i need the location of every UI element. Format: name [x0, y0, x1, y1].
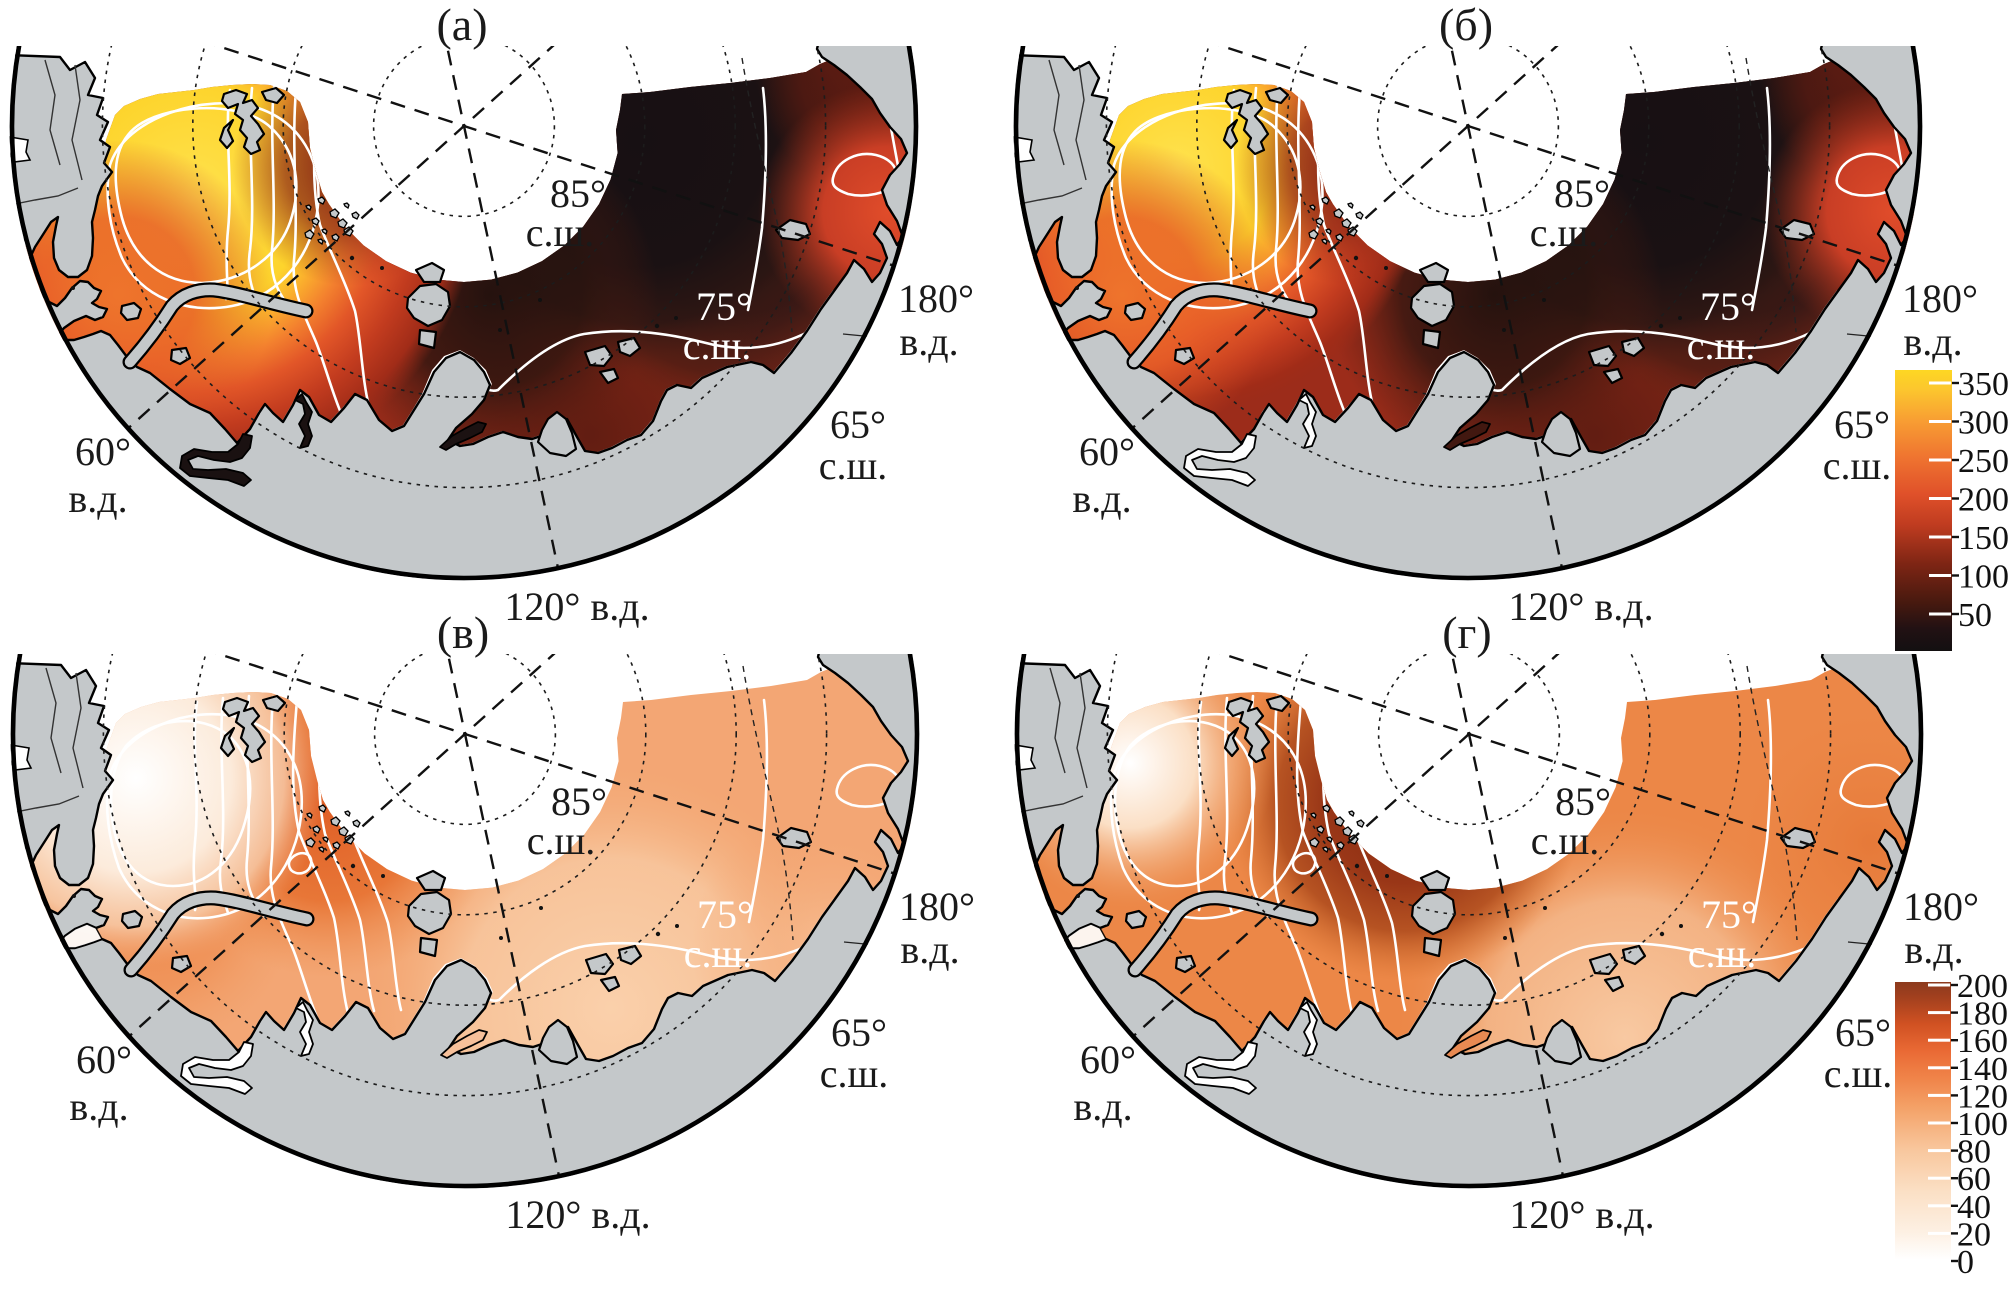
svg-text:100: 100	[1958, 559, 2009, 596]
svg-text:100: 100	[1957, 1106, 2008, 1143]
svg-text:75°: 75°	[1701, 892, 1757, 937]
svg-text:50: 50	[1958, 597, 1992, 634]
svg-text:60°: 60°	[1079, 429, 1135, 474]
svg-text:180: 180	[1957, 996, 2008, 1033]
svg-text:(а): (а)	[436, 0, 487, 50]
svg-text:120° в.д.: 120° в.д.	[504, 584, 649, 629]
svg-text:с.ш.: с.ш.	[683, 323, 752, 368]
svg-text:65°: 65°	[830, 402, 886, 447]
svg-text:в.д.: в.д.	[1904, 927, 1963, 972]
svg-text:0: 0	[1957, 1244, 1974, 1281]
svg-text:200: 200	[1957, 968, 2008, 1005]
svg-text:300: 300	[1958, 405, 2009, 442]
svg-text:160: 160	[1957, 1023, 2008, 1060]
svg-text:180°: 180°	[898, 276, 974, 321]
svg-text:75°: 75°	[696, 284, 752, 329]
svg-text:85°: 85°	[551, 779, 607, 824]
svg-text:с.ш.: с.ш.	[820, 1051, 889, 1096]
svg-text:60°: 60°	[1080, 1037, 1136, 1082]
svg-text:20: 20	[1957, 1216, 1991, 1253]
svg-text:85°: 85°	[550, 171, 606, 216]
svg-text:120° в.д.: 120° в.д.	[1508, 584, 1653, 629]
svg-text:80: 80	[1957, 1134, 1991, 1171]
svg-text:в.д.: в.д.	[899, 319, 958, 364]
svg-text:в.д.: в.д.	[900, 927, 959, 972]
svg-text:с.ш.: с.ш.	[526, 210, 595, 255]
svg-text:с.ш.: с.ш.	[1823, 443, 1892, 488]
svg-text:65°: 65°	[1834, 402, 1890, 447]
svg-text:75°: 75°	[697, 892, 753, 937]
svg-text:в.д.: в.д.	[1072, 476, 1131, 521]
svg-text:с.ш.: с.ш.	[684, 931, 753, 976]
svg-text:(в): (в)	[437, 607, 489, 658]
svg-text:с.ш.: с.ш.	[527, 818, 596, 863]
svg-text:в.д.: в.д.	[1073, 1084, 1132, 1129]
svg-text:с.ш.: с.ш.	[1687, 323, 1756, 368]
svg-text:200: 200	[1958, 482, 2009, 519]
svg-text:60°: 60°	[76, 1037, 132, 1082]
svg-text:в.д.: в.д.	[68, 476, 127, 521]
svg-text:40: 40	[1957, 1189, 1991, 1226]
svg-text:140: 140	[1957, 1051, 2008, 1088]
svg-text:с.ш.: с.ш.	[1531, 818, 1600, 863]
svg-text:60°: 60°	[75, 429, 131, 474]
svg-text:85°: 85°	[1555, 779, 1611, 824]
svg-text:в.д.: в.д.	[69, 1084, 128, 1129]
svg-text:(г): (г)	[1442, 607, 1492, 658]
svg-text:180°: 180°	[899, 884, 975, 929]
svg-text:с.ш.: с.ш.	[1530, 210, 1599, 255]
svg-text:120° в.д.: 120° в.д.	[1509, 1192, 1654, 1237]
svg-text:65°: 65°	[831, 1010, 887, 1055]
svg-text:150: 150	[1958, 520, 2009, 557]
svg-text:в.д.: в.д.	[1903, 319, 1962, 364]
svg-text:(б): (б)	[1439, 0, 1493, 50]
svg-text:350: 350	[1958, 366, 2009, 403]
svg-text:60: 60	[1957, 1161, 1991, 1198]
svg-text:с.ш.: с.ш.	[819, 443, 888, 488]
svg-text:120° в.д.: 120° в.д.	[505, 1192, 650, 1237]
svg-text:180°: 180°	[1902, 276, 1978, 321]
svg-text:250: 250	[1958, 443, 2009, 480]
svg-text:180°: 180°	[1903, 884, 1979, 929]
svg-text:65°: 65°	[1835, 1010, 1891, 1055]
svg-text:120: 120	[1957, 1078, 2008, 1115]
svg-text:75°: 75°	[1700, 284, 1756, 329]
svg-text:с.ш.: с.ш.	[1824, 1051, 1893, 1096]
svg-text:85°: 85°	[1554, 171, 1610, 216]
svg-text:с.ш.: с.ш.	[1688, 931, 1757, 976]
